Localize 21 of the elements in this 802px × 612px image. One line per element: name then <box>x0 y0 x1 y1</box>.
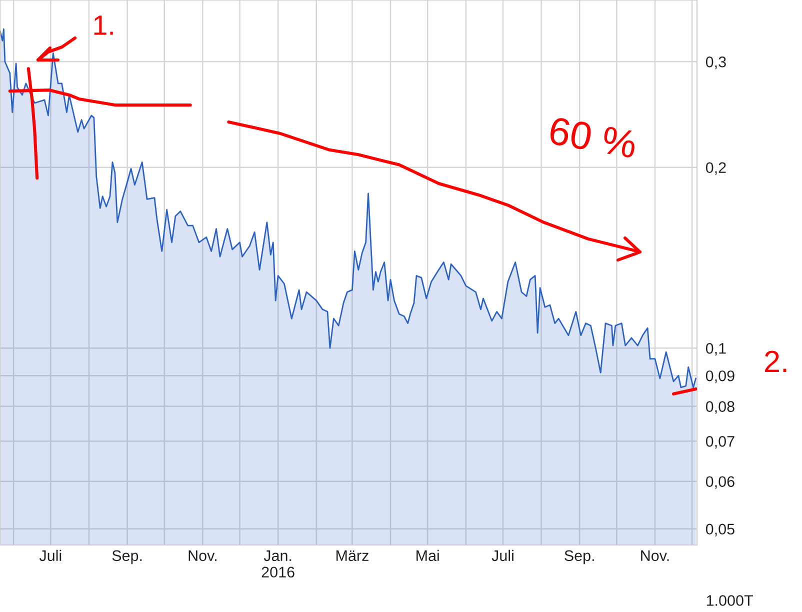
x-tick-label: Nov. <box>641 550 669 562</box>
annotation: 60 % <box>548 116 638 158</box>
x-tick-label: März <box>336 550 368 562</box>
y-tick-label: 0,05 <box>706 524 734 536</box>
y-tick-label: 0,2 <box>706 162 726 175</box>
y-tick-label: 0,07 <box>706 436 734 449</box>
x-tick-label: Mai <box>416 550 439 562</box>
x-tick-label: Jan. 2016 <box>262 550 294 578</box>
x-tick-label: Sep. <box>564 550 594 564</box>
text: 1.000T <box>706 595 753 606</box>
annotation: 1. <box>94 16 113 35</box>
y-tick-label: 0,3 <box>706 56 726 70</box>
y-tick-label: 0,09 <box>706 370 734 384</box>
x-tick-label: Juli <box>492 550 514 562</box>
y-tick-label: 0,1 <box>706 342 726 356</box>
y-tick-label: 0,06 <box>706 476 734 489</box>
text: 2. <box>765 350 786 372</box>
x-tick-label: Juli <box>39 550 62 562</box>
x-tick-label: Nov. <box>188 550 216 562</box>
y-tick-label: 0,08 <box>706 401 734 414</box>
x-tick-label: Sep. <box>112 550 142 564</box>
